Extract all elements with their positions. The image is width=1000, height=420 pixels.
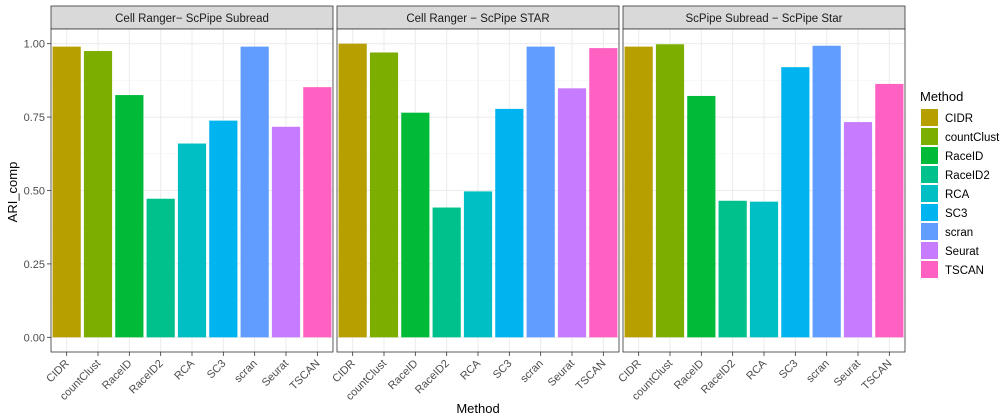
x-tick-label: CIDR: [44, 358, 72, 386]
bar-countclust: [83, 51, 113, 338]
x-tick-label: Seurat: [546, 358, 577, 389]
bar-raceid: [687, 95, 716, 338]
x-tick-label: SC3: [491, 358, 515, 382]
x-tick-label: RaceID2: [699, 358, 738, 397]
bar-raceid: [401, 112, 430, 338]
bar-scran: [812, 45, 841, 338]
legend-swatch-cidr: [921, 109, 938, 126]
x-tick-label: scran: [804, 358, 832, 386]
x-tick-label: CIDR: [330, 358, 358, 386]
bar-raceid2: [146, 198, 175, 338]
bar-cidr: [338, 43, 367, 338]
x-tick-label: scran: [518, 358, 546, 386]
legend-label-cidr: CIDR: [945, 113, 973, 125]
bar-scran: [240, 46, 269, 338]
bar-sc3: [209, 120, 238, 338]
bar-rca: [177, 143, 207, 338]
x-tick-label: RCA: [458, 357, 483, 382]
x-tick-label: scran: [232, 358, 260, 386]
y-tick-label: 0.75: [24, 112, 45, 124]
x-tick-label: RaceID2: [127, 358, 166, 397]
bar-tscan: [589, 48, 618, 338]
facet-panel-1: Cell Ranger− ScPipe SubreadCIDRcountClus…: [44, 5, 334, 403]
legend: Method CIDR countClust RaceID RaceID2 RCA SC3…: [920, 89, 1000, 278]
legend-label-countclust: countClust: [945, 132, 1000, 144]
bar-scran: [526, 46, 555, 338]
facet-title: ScPipe Subread − ScPipe Star: [686, 13, 843, 25]
facet-panel-2: Cell Ranger − ScPipe STARCIDRcountClustR…: [330, 5, 620, 403]
bar-tscan: [875, 83, 904, 338]
x-tick-label: RaceID2: [413, 358, 452, 397]
x-tick-label: Seurat: [832, 358, 863, 389]
bar-tscan: [303, 87, 332, 338]
legend-swatch-raceid: [921, 147, 938, 164]
x-tick-label: RCA: [172, 357, 197, 382]
legend-swatch-sc3: [921, 204, 938, 221]
legend-label-rca: RCA: [945, 189, 970, 201]
bar-raceid2: [432, 207, 461, 338]
y-tick-label: 1.00: [24, 39, 45, 51]
legend-swatch-seurat: [921, 242, 938, 259]
bar-seurat: [557, 88, 587, 338]
x-axis-title: Method: [456, 401, 499, 416]
legend-swatch-countclust: [921, 128, 938, 145]
facet-panel-3: ScPipe Subread − ScPipe StarCIDRcountClu…: [616, 5, 906, 403]
legend-title: Method: [920, 89, 963, 104]
bar-seurat: [843, 122, 873, 338]
bar-cidr: [52, 46, 81, 338]
bar-raceid2: [718, 200, 747, 338]
bar-cidr: [624, 46, 653, 338]
bar-countclust: [369, 52, 399, 338]
x-tick-label: Seurat: [260, 358, 291, 389]
bar-sc3: [495, 108, 524, 338]
chart-panels: Cell Ranger− ScPipe SubreadCIDRcountClus…: [44, 5, 906, 403]
legend-label-raceid2: RaceID2: [945, 170, 990, 182]
facet-title: Cell Ranger − ScPipe STAR: [406, 13, 549, 25]
x-tick-label: SC3: [777, 358, 801, 382]
x-tick-label: TSCAN: [860, 358, 895, 393]
legend-label-seurat: Seurat: [945, 246, 980, 258]
bar-rca: [463, 191, 493, 338]
bar-rca: [749, 201, 779, 338]
bar-sc3: [781, 67, 810, 338]
bar-countclust: [655, 44, 685, 338]
y-axis: 0.00 0.25 0.50 0.75 1.00: [24, 39, 51, 344]
legend-swatch-raceid2: [921, 166, 938, 183]
legend-label-raceid: RaceID: [945, 151, 983, 163]
x-tick-label: SC3: [205, 358, 229, 382]
x-tick-label: TSCAN: [288, 358, 323, 393]
bar-raceid: [115, 95, 144, 338]
y-axis-title: ARI_comp: [5, 162, 20, 223]
legend-label-tscan: TSCAN: [945, 265, 984, 277]
legend-swatch-scran: [921, 223, 938, 240]
x-tick-label: RCA: [744, 357, 769, 382]
legend-swatch-tscan: [921, 261, 938, 278]
legend-label-scran: scran: [945, 227, 973, 239]
x-tick-label: CIDR: [616, 358, 644, 386]
x-tick-label: TSCAN: [574, 358, 609, 393]
legend-label-sc3: SC3: [945, 208, 967, 220]
y-tick-label: 0.00: [24, 332, 45, 344]
bar-seurat: [271, 126, 301, 338]
facet-title: Cell Ranger− ScPipe Subread: [115, 13, 269, 25]
y-tick-label: 0.25: [24, 259, 45, 271]
y-tick-label: 0.50: [24, 186, 45, 198]
legend-swatch-rca: [921, 185, 938, 202]
